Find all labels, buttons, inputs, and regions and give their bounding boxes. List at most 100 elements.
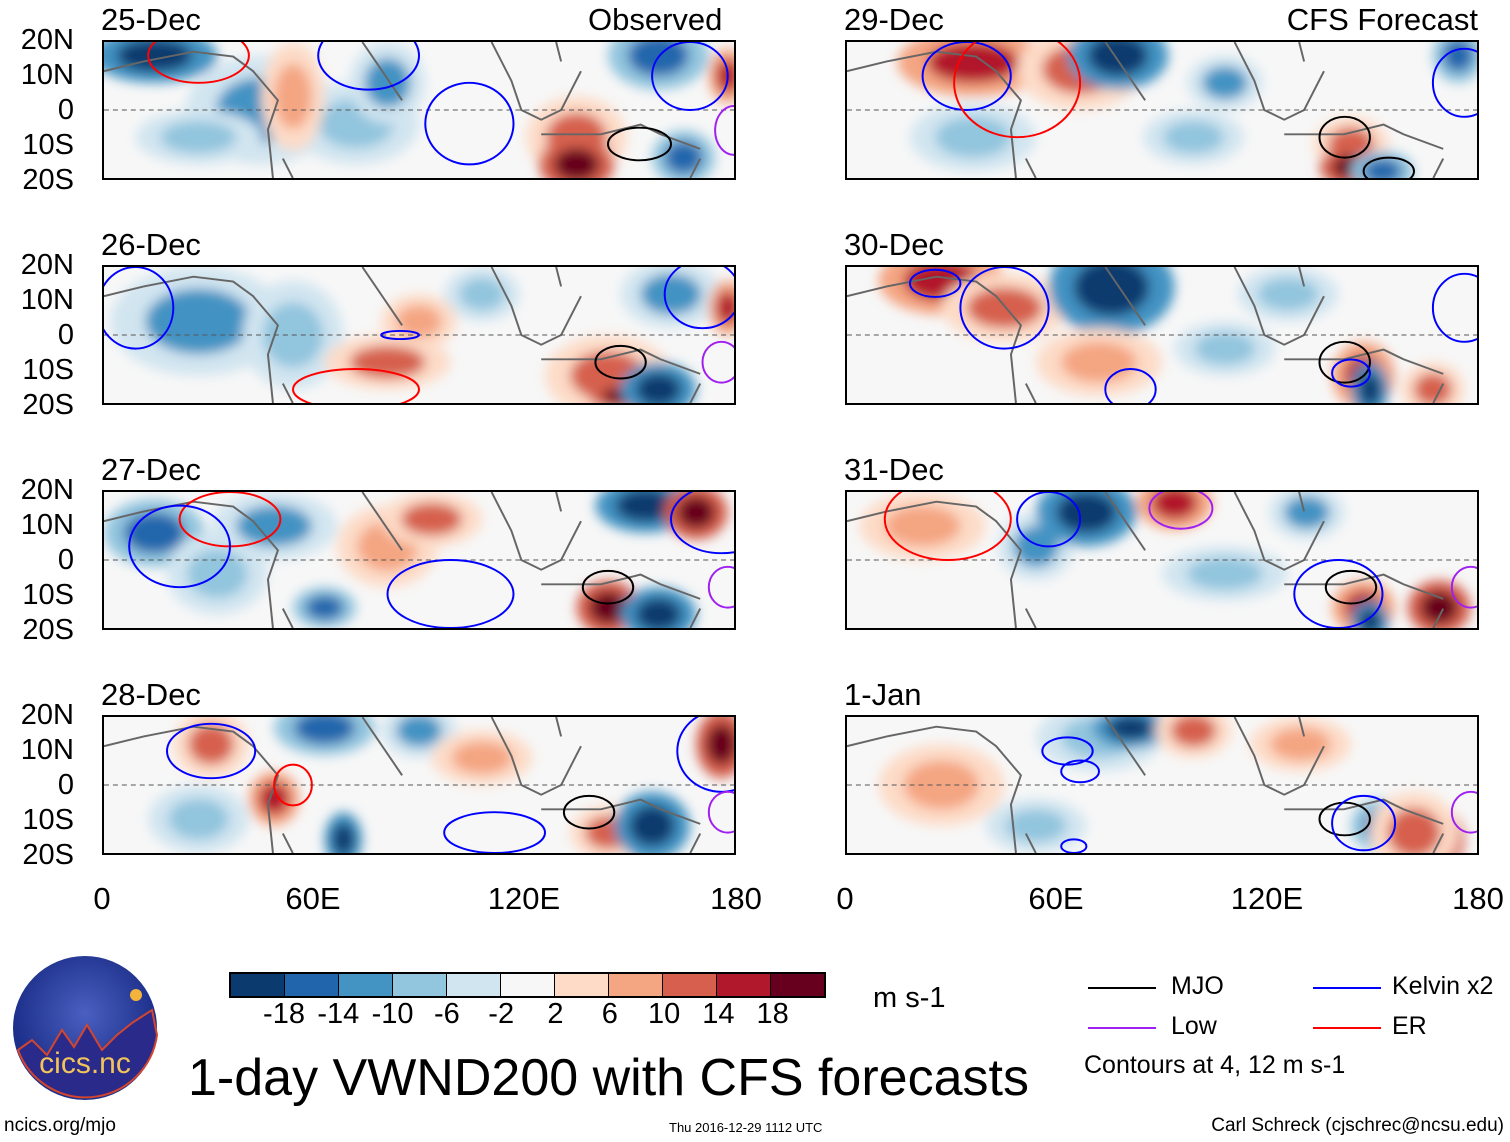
footer-author: Carl Schreck (cjschrec@ncsu.edu) — [1211, 1115, 1504, 1136]
filter-contour — [1331, 794, 1397, 852]
wind-anomaly-region — [124, 512, 185, 554]
filter-contour — [1450, 790, 1477, 834]
wind-anomaly-region — [145, 288, 252, 355]
panel-date: 28-Dec — [101, 677, 201, 712]
colorbar-label: -18 — [263, 998, 305, 1030]
map-panel — [102, 715, 736, 855]
filter-contour — [386, 559, 515, 628]
footer-url[interactable]: ncics.org/mjo — [4, 1115, 116, 1136]
filter-contour — [1104, 368, 1157, 403]
colorbar-swatch — [555, 974, 609, 996]
panel-date: 26-Dec — [101, 227, 201, 262]
coastline — [104, 492, 702, 628]
lat-label: 10N — [20, 59, 74, 91]
filter-contour — [953, 42, 1082, 139]
wind-anomaly-region — [589, 591, 627, 624]
map-panel — [845, 490, 1479, 630]
colorbar-swatch — [285, 974, 339, 996]
lat-label: 10S — [22, 579, 74, 611]
filter-contour — [701, 340, 734, 384]
wind-anomaly-region — [903, 760, 980, 810]
filter-contour — [959, 267, 1050, 350]
colorbar-swatch — [447, 974, 501, 996]
lon-label: 60E — [1028, 881, 1084, 916]
legend-kelvin-label: Kelvin x2 — [1392, 972, 1494, 1000]
wind-anomaly-region — [716, 59, 734, 93]
coastline — [847, 267, 1445, 403]
colorbar-swatch — [393, 974, 447, 996]
wind-anomaly-region — [364, 58, 411, 108]
panel-date: 29-Dec — [844, 2, 944, 37]
map-panel — [845, 265, 1479, 405]
filter-contour — [707, 790, 734, 834]
colorbar-swatch — [609, 974, 663, 996]
map-panel — [102, 265, 736, 405]
filter-contour — [594, 344, 647, 380]
wind-anomaly-region — [629, 805, 675, 847]
filter-contour — [1293, 559, 1384, 628]
lat-label: 10S — [22, 354, 74, 386]
figure-title: 1-day VWND200 with CFS forecasts — [188, 1049, 1029, 1107]
coastline — [847, 717, 1445, 853]
colorbar-units: m s-1 — [873, 982, 946, 1014]
lat-label: 0 — [57, 769, 74, 801]
filter-contour — [1450, 565, 1477, 609]
filter-contour — [1362, 156, 1415, 178]
filter-contour — [909, 268, 962, 298]
filter-contour — [443, 811, 546, 853]
lat-label: 0 — [57, 94, 74, 126]
filter-contour — [883, 492, 1012, 561]
legend-mjo-line — [1088, 987, 1156, 989]
panel-date: 25-Dec — [101, 2, 201, 37]
lat-label: 20N — [20, 249, 74, 281]
coastline — [847, 42, 1445, 178]
colorbar-label: 14 — [702, 998, 735, 1030]
filter-contour — [424, 81, 515, 166]
wind-anomaly-region — [1270, 727, 1331, 761]
coastline — [847, 492, 1445, 628]
wind-anomaly-region — [1194, 332, 1256, 365]
filter-contour — [147, 42, 250, 84]
wind-anomaly-region — [664, 141, 703, 174]
wind-anomaly-region — [635, 373, 682, 403]
wind-anomaly-region — [927, 42, 1019, 83]
filter-contour — [1041, 736, 1094, 766]
wind-anomaly-region — [349, 345, 426, 379]
wind-anomaly-region — [258, 782, 290, 815]
wind-anomaly-region — [1056, 492, 1117, 533]
wind-anomaly-region — [1170, 717, 1217, 747]
filter-contour — [1431, 272, 1477, 343]
wind-anomaly-region — [553, 148, 600, 178]
coastline — [104, 42, 702, 178]
filter-contour — [166, 722, 257, 780]
legend-er-line — [1313, 1027, 1381, 1029]
coastline — [104, 717, 702, 853]
colorbar-swatch — [501, 974, 555, 996]
filter-contour — [670, 492, 734, 555]
filter-contour — [1318, 801, 1371, 837]
lat-label: 20N — [20, 474, 74, 506]
colorbar-label: -14 — [317, 998, 360, 1030]
colorbar-swatch — [231, 974, 285, 996]
wind-anomaly-region — [459, 277, 505, 311]
filter-contour — [1060, 838, 1088, 853]
wind-anomaly-region — [274, 63, 312, 130]
colorbar-label: 10 — [647, 998, 681, 1030]
filter-contour — [104, 267, 175, 350]
colorbar-swatch — [717, 974, 771, 996]
wind-anomaly-region — [1420, 591, 1459, 624]
colorbar-label: -6 — [433, 998, 460, 1030]
wind-anomaly-region — [1202, 66, 1248, 100]
map-panel — [845, 715, 1479, 855]
panel-date: 1-Jan — [844, 677, 922, 712]
panel-date: 30-Dec — [844, 227, 944, 262]
wind-anomaly-region — [1414, 373, 1452, 403]
contour-note: Contours at 4, 12 m s-1 — [1084, 1051, 1346, 1079]
lon-label: 60E — [285, 881, 341, 916]
legend-er-label: ER — [1392, 1012, 1427, 1040]
lat-label: 10S — [22, 804, 74, 836]
wind-anomaly-region — [451, 741, 513, 775]
filter-contour — [581, 569, 635, 605]
colorbar-label: 18 — [756, 998, 789, 1030]
legend-kelvin-line — [1313, 987, 1381, 989]
